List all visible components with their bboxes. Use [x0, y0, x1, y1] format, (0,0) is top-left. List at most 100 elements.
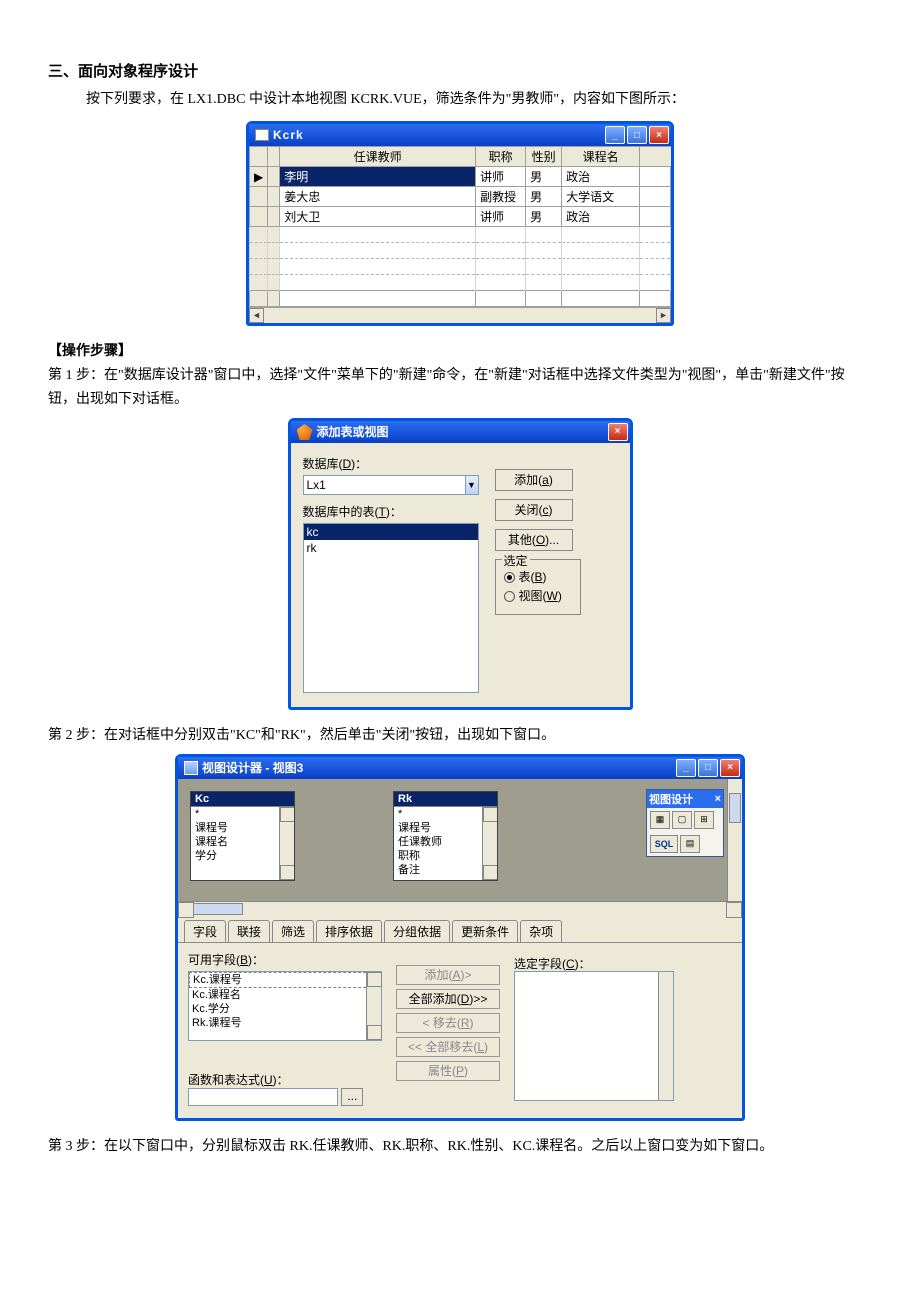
radio-view[interactable]: 视图(W) [504, 587, 572, 604]
expr-input[interactable] [188, 1088, 338, 1106]
cell[interactable]: 刘大卫 [280, 207, 476, 227]
tab-update[interactable]: 更新条件 [452, 920, 518, 942]
cell[interactable]: 李明 [280, 167, 476, 187]
expr-label: 函数和表达式(U)： [188, 1071, 363, 1088]
intro-text: 按下列要求，在 LX1.DBC 中设计本地视图 KCRK.VUE，筛选条件为"男… [86, 89, 872, 111]
col-title: 职称 [476, 147, 526, 167]
db-combo[interactable]: ▼ [303, 475, 479, 495]
add-field-button[interactable]: 添加(A)> [396, 965, 500, 985]
tables-listbox[interactable]: kc rk [303, 523, 479, 693]
v-scrollbar[interactable] [366, 972, 381, 1040]
toolbar-icon[interactable]: ▦ [650, 811, 670, 829]
cell[interactable]: 姜大忠 [280, 187, 476, 207]
empty-row [250, 275, 671, 291]
pane-h-scrollbar[interactable] [178, 901, 742, 916]
tab-group[interactable]: 分组依据 [384, 920, 450, 942]
maximize-button[interactable]: □ [627, 126, 647, 144]
tables-pane: Kc * 课程号 课程名 学分 Rk * 课程号 任课教师 职称 备注 视图设计… [178, 779, 742, 901]
selected-label: 选定字段(C)： [514, 955, 591, 972]
add-table-dialog: 添加表或视图 × 数据库(D)： ▼ 数据库中的表(T)： kc rk 添加(a… [288, 418, 633, 710]
col-course: 课程名 [562, 147, 640, 167]
list-item[interactable]: Kc.课程号 [189, 972, 381, 988]
row-header-blank [250, 147, 268, 167]
step-1: 第 1 步：在"数据库设计器"窗口中，选择"文件"菜单下的"新建"命令，在"新建… [48, 364, 872, 412]
tab-filter[interactable]: 筛选 [272, 920, 314, 942]
add-all-button[interactable]: 全部添加(D)>> [396, 989, 500, 1009]
col-gender: 性别 [526, 147, 562, 167]
avail-fields-list[interactable]: Kc.课程号 Kc.课程名 Kc.学分 Rk.课程号 [188, 971, 382, 1041]
expr-browse-button[interactable]: ... [341, 1088, 363, 1106]
designer-tabs: 字段 联接 筛选 排序依据 分组依据 更新条件 杂项 [178, 916, 742, 943]
section-heading: 三、面向对象程序设计 [48, 60, 872, 81]
remove-field-button[interactable]: < 移去(R) [396, 1013, 500, 1033]
v-scrollbar[interactable] [482, 807, 497, 880]
h-scrollbar[interactable]: ◄ ► [249, 307, 671, 323]
dialog-titlebar: 添加表或视图 × [291, 421, 630, 443]
list-item[interactable]: Kc.学分 [189, 1002, 381, 1016]
kcrk-window: Kcrk _ □ × 任课教师 职称 性别 课程名 ▶ 李明 讲师 男 政治 姜… [246, 121, 674, 326]
cell[interactable]: 政治 [562, 207, 640, 227]
pane-v-scrollbar[interactable] [727, 779, 742, 901]
list-item[interactable]: Kc.课程名 [189, 988, 381, 1002]
tab-fields[interactable]: 字段 [184, 920, 226, 942]
select-group: 选定 表(B) 视图(W) [495, 559, 581, 615]
cell[interactable]: 政治 [562, 167, 640, 187]
group-label: 选定 [502, 552, 530, 569]
rk-header: Rk [394, 792, 497, 806]
sql-icon[interactable]: SQL [650, 835, 678, 853]
list-item[interactable]: kc [304, 524, 478, 540]
scroll-right-icon[interactable]: ► [656, 308, 671, 323]
cell[interactable]: 男 [526, 167, 562, 187]
empty-row [250, 227, 671, 243]
list-item[interactable]: Rk.课程号 [189, 1016, 381, 1030]
kc-table-box[interactable]: Kc * 课程号 课程名 学分 [190, 791, 295, 881]
table-row[interactable]: ▶ 李明 讲师 男 政治 [250, 167, 671, 187]
close-button[interactable]: × [608, 423, 628, 441]
foxpro-icon [297, 424, 313, 440]
cell[interactable]: 讲师 [476, 167, 526, 187]
cell[interactable]: 副教授 [476, 187, 526, 207]
v-scrollbar[interactable] [658, 972, 673, 1100]
dialog-title: 添加表或视图 [317, 423, 606, 440]
step-3: 第 3 步：在以下窗口中，分别鼠标双击 RK.任课教师、RK.职称、RK.性别、… [48, 1135, 872, 1159]
properties-button[interactable]: 属性(P) [396, 1061, 500, 1081]
toolbar-title: 视图设计× [647, 790, 723, 808]
close-button[interactable]: × [649, 126, 669, 144]
cell[interactable]: 大学语文 [562, 187, 640, 207]
list-item[interactable]: rk [304, 540, 478, 556]
remove-all-button[interactable]: << 全部移去(L) [396, 1037, 500, 1057]
db-input[interactable] [303, 475, 466, 495]
table-row[interactable]: 刘大卫 讲师 男 政治 [250, 207, 671, 227]
tab-order[interactable]: 排序依据 [316, 920, 382, 942]
cell[interactable]: 讲师 [476, 207, 526, 227]
maximize-button[interactable]: □ [698, 759, 718, 777]
v-scrollbar[interactable] [279, 807, 294, 880]
view-designer-icon [184, 761, 198, 775]
dropdown-icon[interactable]: ▼ [466, 475, 479, 495]
close-button[interactable]: × [720, 759, 740, 777]
kc-header: Kc [191, 792, 294, 806]
selected-fields-list[interactable] [514, 971, 674, 1101]
close-icon[interactable]: × [715, 793, 721, 805]
scroll-left-icon[interactable]: ◄ [249, 308, 264, 323]
other-button[interactable]: 其他(O)... [495, 529, 573, 551]
view-design-toolbar[interactable]: 视图设计× ▦ ▢ ⊞ SQL ▤ [646, 789, 724, 857]
toolbar-icon[interactable]: ⊞ [694, 811, 714, 829]
fields-panel: 可用字段(B)： Kc.课程号 Kc.课程名 Kc.学分 Rk.课程号 添加(A… [178, 943, 742, 1118]
toolbar-icon[interactable]: ▤ [680, 835, 700, 853]
table-icon [255, 129, 269, 141]
tab-join[interactable]: 联接 [228, 920, 270, 942]
expression-row: 函数和表达式(U)： ... [188, 1071, 363, 1106]
cell[interactable]: 男 [526, 187, 562, 207]
cell[interactable]: 男 [526, 207, 562, 227]
toolbar-icon[interactable]: ▢ [672, 811, 692, 829]
minimize-button[interactable]: _ [676, 759, 696, 777]
row-pointer: ▶ [250, 167, 268, 187]
minimize-button[interactable]: _ [605, 126, 625, 144]
rk-table-box[interactable]: Rk * 课程号 任课教师 职称 备注 [393, 791, 498, 881]
radio-table[interactable]: 表(B) [504, 568, 572, 585]
close-dialog-button[interactable]: 关闭(c) [495, 499, 573, 521]
add-button[interactable]: 添加(a) [495, 469, 573, 491]
table-row[interactable]: 姜大忠 副教授 男 大学语文 [250, 187, 671, 207]
tab-misc[interactable]: 杂项 [520, 920, 562, 942]
